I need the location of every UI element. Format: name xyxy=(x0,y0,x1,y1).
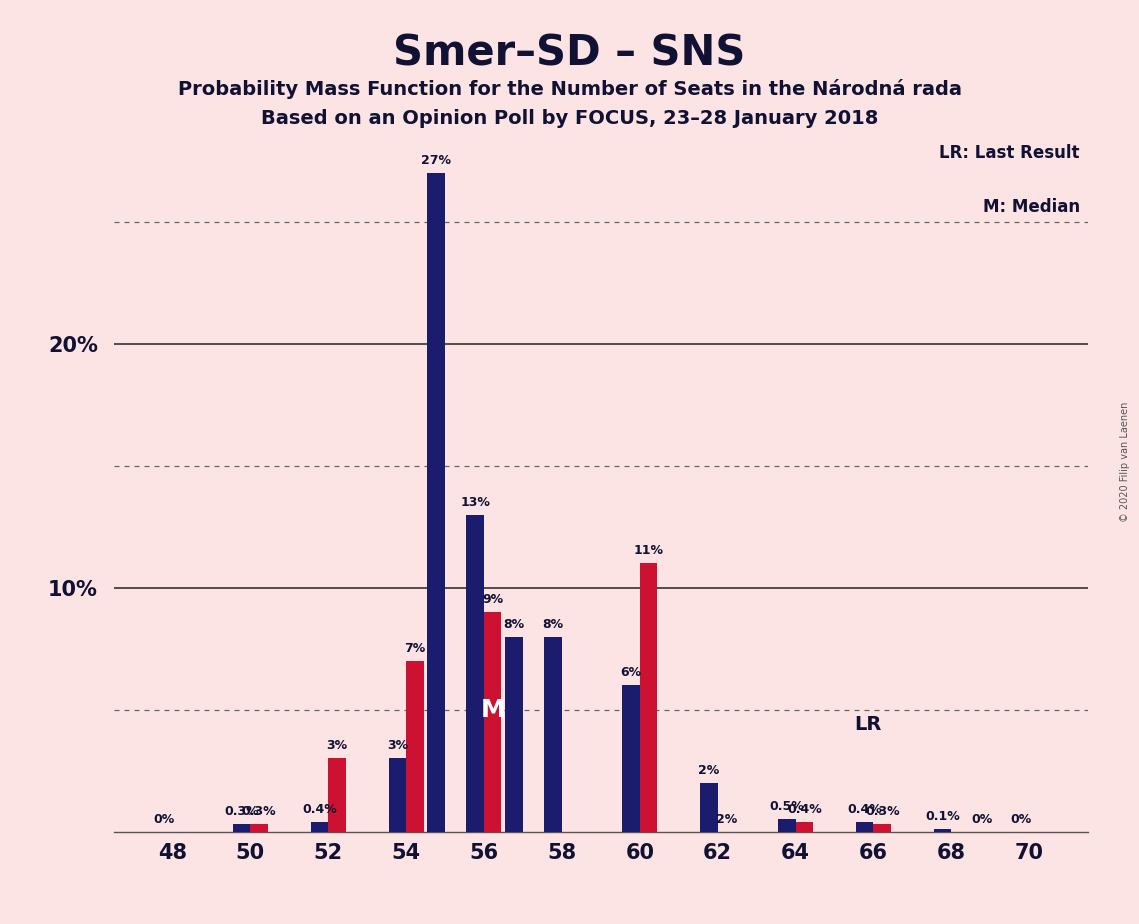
Text: 11%: 11% xyxy=(633,544,664,557)
Text: Smer–SD – SNS: Smer–SD – SNS xyxy=(393,32,746,74)
Bar xyxy=(405,661,424,832)
Text: 0%: 0% xyxy=(970,812,992,825)
Text: 0.1%: 0.1% xyxy=(925,810,960,823)
Bar xyxy=(506,637,523,832)
Text: Based on an Opinion Poll by FOCUS, 23–28 January 2018: Based on an Opinion Poll by FOCUS, 23–28… xyxy=(261,109,878,128)
Text: LR: LR xyxy=(854,715,882,734)
Text: Probability Mass Function for the Number of Seats in the Národná rada: Probability Mass Function for the Number… xyxy=(178,79,961,99)
Bar xyxy=(251,824,268,832)
Bar xyxy=(328,759,345,832)
Text: © 2020 Filip van Laenen: © 2020 Filip van Laenen xyxy=(1120,402,1130,522)
Text: 27%: 27% xyxy=(421,154,451,167)
Bar xyxy=(388,759,405,832)
Text: 0.4%: 0.4% xyxy=(847,803,882,816)
Text: 3%: 3% xyxy=(387,739,408,752)
Text: 2%: 2% xyxy=(715,812,737,825)
Bar xyxy=(700,783,718,832)
Text: 7%: 7% xyxy=(404,642,426,655)
Text: 13%: 13% xyxy=(460,495,490,508)
Text: 0.5%: 0.5% xyxy=(770,800,804,813)
Bar xyxy=(544,637,562,832)
Text: M: Median: M: Median xyxy=(983,198,1080,216)
Text: 9%: 9% xyxy=(482,593,503,606)
Bar xyxy=(874,824,891,832)
Bar xyxy=(427,174,445,832)
Bar xyxy=(934,829,951,832)
Text: 8%: 8% xyxy=(503,617,525,630)
Text: 0%: 0% xyxy=(1010,812,1031,825)
Bar xyxy=(232,824,251,832)
Text: 0%: 0% xyxy=(153,812,174,825)
Bar xyxy=(795,821,813,832)
Bar xyxy=(857,821,874,832)
Text: 3%: 3% xyxy=(327,739,347,752)
Text: 6%: 6% xyxy=(621,666,641,679)
Bar xyxy=(778,820,795,832)
Bar xyxy=(311,821,328,832)
Text: M: M xyxy=(481,698,505,722)
Text: 0.3%: 0.3% xyxy=(224,805,259,818)
Text: LR: Last Result: LR: Last Result xyxy=(940,144,1080,163)
Bar xyxy=(622,686,640,832)
Text: 0.4%: 0.4% xyxy=(787,803,821,816)
Text: 0.3%: 0.3% xyxy=(865,805,900,818)
Bar xyxy=(467,515,484,832)
Text: 0.4%: 0.4% xyxy=(302,803,337,816)
Text: 2%: 2% xyxy=(698,764,720,777)
Text: 0.3%: 0.3% xyxy=(241,805,277,818)
Text: 8%: 8% xyxy=(542,617,564,630)
Bar xyxy=(640,564,657,832)
Bar xyxy=(484,613,501,832)
